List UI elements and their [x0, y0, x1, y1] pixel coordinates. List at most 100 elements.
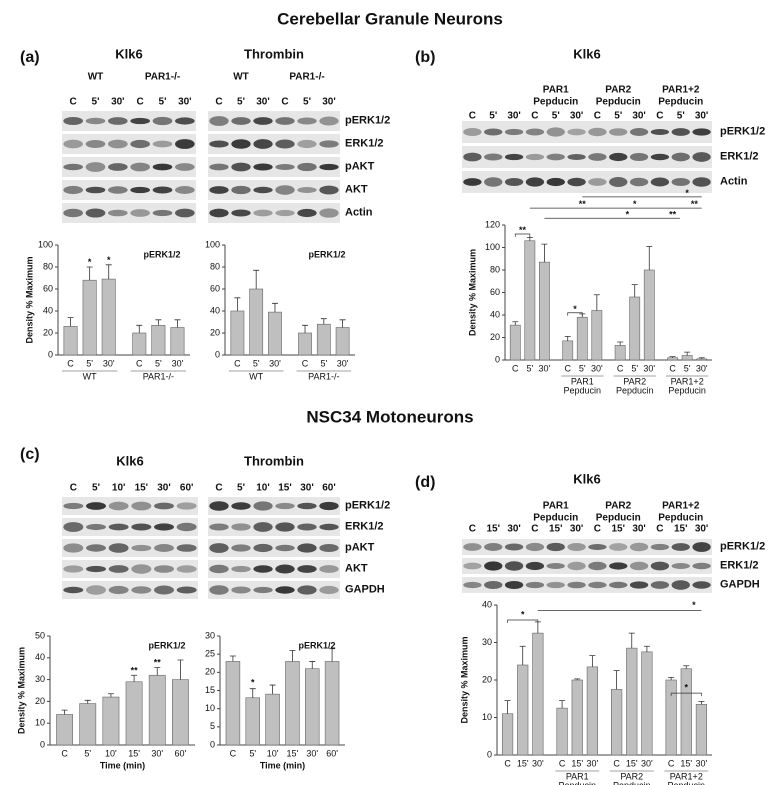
lane-label: 60': [180, 483, 194, 494]
significance-mark: **: [154, 658, 162, 668]
group-label: PAR1: [571, 376, 594, 386]
blot-row-label: Actin: [720, 175, 748, 187]
blot-row-label: pAKT: [345, 541, 375, 553]
blot-strip: [62, 581, 198, 599]
blot-band: [546, 177, 565, 187]
blot-band: [86, 585, 106, 595]
blot-band: [253, 139, 273, 149]
y-tick-label: 25: [205, 649, 215, 659]
blot-row-label: ERK1/2: [345, 137, 384, 149]
lane-group-label: PAR1+2: [662, 501, 700, 512]
bar: [249, 288, 264, 356]
blot-band: [176, 502, 197, 510]
blot-strip: [62, 539, 198, 557]
significance-mark: *: [685, 188, 689, 198]
x-tick-label: 5': [579, 363, 586, 373]
blot-band: [484, 177, 503, 187]
blot-title: Thrombin: [244, 46, 304, 61]
blot-strip: [462, 539, 712, 555]
blot-band: [525, 128, 545, 136]
error-bar: [67, 317, 74, 327]
bar: [285, 661, 300, 746]
blot-band: [525, 542, 545, 552]
significance-mark: *: [685, 683, 689, 693]
blot-band: [175, 139, 195, 149]
y-axis-title: Density % Maximum: [459, 636, 469, 723]
blot-band: [504, 561, 524, 571]
lane-label: 30': [632, 524, 646, 535]
blot-row-label: pAKT: [345, 160, 375, 172]
blot-band: [588, 581, 607, 589]
x-tick-label: 60': [175, 748, 187, 758]
group-label: PAR1+2: [670, 771, 703, 781]
blot-band: [319, 585, 339, 595]
blot-strip: [208, 497, 340, 515]
blot-band: [297, 162, 317, 172]
bar: [614, 345, 626, 361]
lane-group-label: PAR1: [543, 501, 569, 512]
lane-label: 5': [303, 97, 311, 108]
blot-band: [319, 523, 339, 531]
x-tick-label: 15': [128, 748, 140, 758]
x-tick-label: 30': [172, 358, 184, 368]
y-tick-label: 20: [35, 696, 45, 706]
group-label: Pepducin: [616, 385, 654, 395]
blot-strip: [462, 558, 712, 574]
blot-band: [463, 562, 482, 570]
group-label: PAR1-/-: [308, 371, 339, 381]
section-title: Cerebellar Granule Neurons: [277, 9, 503, 28]
error-bar: [534, 621, 541, 634]
y-tick-label: 0: [40, 739, 45, 749]
y-tick-label: 40: [482, 599, 492, 609]
blot-band: [567, 177, 586, 187]
blot-band: [253, 186, 273, 194]
blot-title: Klk6: [573, 46, 600, 61]
blot-band: [231, 565, 251, 573]
blot-band: [671, 562, 690, 570]
bar: [56, 714, 73, 746]
blot-band: [63, 139, 83, 149]
lane-group-label: Pepducin: [533, 97, 578, 108]
bar: [79, 703, 97, 746]
blot-band: [671, 128, 690, 136]
x-tick-label: 60': [326, 748, 338, 758]
bar: [268, 311, 282, 356]
blot-band: [108, 543, 129, 553]
blot-band: [297, 208, 317, 218]
blot-band: [609, 128, 628, 136]
lane-label: 15': [549, 524, 563, 535]
lane-label: C: [70, 483, 77, 494]
lane-group-label: PAR1+2: [662, 85, 700, 96]
error-bar: [683, 665, 690, 669]
lane-label: 30': [695, 524, 709, 535]
blot-band: [253, 501, 273, 511]
blot-band: [154, 523, 174, 531]
bar: [626, 647, 638, 756]
lane-label: 60': [322, 483, 336, 494]
blot-band: [319, 140, 339, 148]
x-tick-label: 10': [105, 748, 117, 758]
bar: [695, 704, 708, 756]
lane-label: 5': [92, 483, 100, 494]
blot-band: [692, 152, 711, 162]
error-bar: [574, 678, 581, 680]
y-tick-label: 60: [43, 283, 53, 293]
bar: [696, 358, 708, 361]
blot-row-label: pERK1/2: [720, 540, 765, 552]
blot-band: [504, 153, 524, 161]
blot-band: [108, 139, 128, 149]
blot-band: [297, 186, 317, 194]
blot-band: [504, 178, 524, 186]
x-tick-label: 5': [253, 358, 260, 368]
blot-band: [152, 186, 173, 194]
bar: [102, 696, 120, 746]
x-tick-label: C: [512, 363, 519, 373]
blot-band: [463, 581, 482, 589]
blot-band: [231, 209, 251, 217]
blot-band: [629, 177, 649, 187]
x-tick-label: 30': [269, 358, 281, 368]
bar: [532, 632, 544, 756]
blot-band: [108, 117, 128, 125]
blot-band: [275, 139, 295, 149]
blot-band: [154, 502, 174, 510]
